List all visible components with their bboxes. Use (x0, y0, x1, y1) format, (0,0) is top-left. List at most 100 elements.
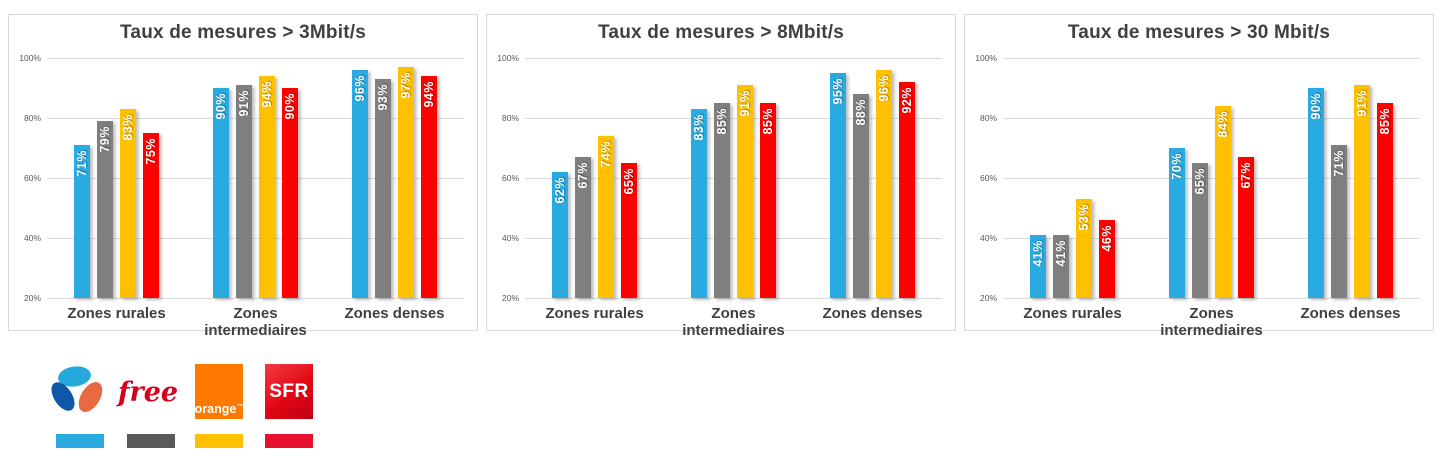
y-axis-tick: 100% (975, 53, 997, 63)
bar-value-label: 79% (98, 126, 112, 153)
gridline (1003, 178, 1420, 179)
gridline (525, 238, 942, 239)
gridline (1003, 118, 1420, 119)
bar-value-label: 83% (121, 114, 135, 141)
bar-group: 62% 67% 74% 65% (525, 58, 664, 298)
trademark-symbol: ™ (237, 403, 244, 410)
orange-logo-text: orange™ (194, 402, 244, 416)
bar-value-label: 93% (376, 84, 390, 111)
bar-value-label: 96% (877, 75, 891, 102)
bar-sfr: 65% (621, 163, 637, 298)
bar-orange: 83% (120, 109, 136, 298)
bar-groups: 71% 79% 83% 75% 90% 91% 94% 90% 96% 93% 97% 94% (47, 58, 464, 298)
bar-sfr: 92% (899, 82, 915, 298)
bar-bouygues: 90% (1308, 88, 1324, 298)
plot-area: 100% 80% 60% 40% 20% 41% 41% 53% 46% 70% 65% 84% 67%… (975, 53, 1420, 303)
y-axis-tick: 20% (501, 293, 519, 303)
y-axis-tick: 40% (23, 233, 41, 243)
gridline (525, 58, 942, 59)
bar-sfr: 67% (1238, 157, 1254, 298)
bar-group: 70% 65% 84% 67% (1142, 58, 1281, 298)
bar-groups: 41% 41% 53% 46% 70% 65% 84% 67% 90% 71% 91% 85% (1003, 58, 1420, 298)
bar-value-label: 94% (260, 81, 274, 108)
charts-row: Taux de mesures > 3Mbit/s 100% 80% 60% 40% 20… (8, 14, 1434, 339)
bar-sfr: 90% (282, 88, 298, 298)
chart-title: Taux de mesures > 30 Mbit/s (1067, 22, 1331, 43)
legend-orange-logo: orange™ (195, 364, 243, 419)
swatch-bouygues (56, 434, 104, 448)
bar-value-label: 91% (1355, 90, 1369, 117)
gridline (525, 298, 942, 299)
bar-bouygues: 62% (552, 172, 568, 298)
bar-value-label: 85% (1378, 108, 1392, 135)
chart-panel-3mbit: Taux de mesures > 3Mbit/s 100% 80% 60% 40% 20… (8, 14, 478, 339)
bar-group: 90% 91% 94% 90% (186, 58, 325, 298)
bar-group: 83% 85% 91% 85% (664, 58, 803, 298)
swatch-orange (195, 434, 243, 448)
bar-group: 71% 79% 83% 75% (47, 58, 186, 298)
y-axis-tick: 20% (23, 293, 41, 303)
bar-group: 90% 71% 91% 85% (1281, 58, 1420, 298)
chart-panel-30mbit: Taux de mesures > 30 Mbit/s 100% 80% 60% 40%… (964, 14, 1434, 339)
gridline (47, 118, 464, 119)
bar-value-label: 85% (715, 108, 729, 135)
operator-legend: free orange™ SFR (50, 363, 340, 453)
bar-value-label: 91% (738, 90, 752, 117)
bar-free: 79% (97, 121, 113, 298)
category-label: Zones intermediaires (204, 305, 307, 339)
category-labels: Zones rurales Zones intermediaires Zones d… (525, 305, 942, 339)
bar-orange: 94% (259, 76, 275, 298)
bar-value-label: 90% (283, 93, 297, 120)
y-axis-tick: 80% (979, 113, 997, 123)
bar-bouygues: 96% (352, 70, 368, 298)
y-axis-tick: 100% (19, 53, 41, 63)
bar-sfr: 46% (1099, 220, 1115, 298)
bar-bouygues: 83% (691, 109, 707, 298)
gridline (47, 58, 464, 59)
bar-value-label: 75% (144, 138, 158, 165)
bar-bouygues: 41% (1030, 235, 1046, 298)
y-axis-tick: 80% (501, 113, 519, 123)
bouygues-petals-icon (51, 366, 103, 412)
bar-value-label: 90% (1309, 93, 1323, 120)
category-labels: Zones rurales Zones intermediaires Zones d… (47, 305, 464, 339)
bar-groups: 62% 67% 74% 65% 83% 85% 91% 85% 95% 88% 96% 92% (525, 58, 942, 298)
bar-orange: 91% (1354, 85, 1370, 298)
bar-value-label: 62% (553, 177, 567, 204)
chart-title: Taux de mesures > 8Mbit/s (598, 22, 844, 43)
bar-value-label: 67% (1239, 162, 1253, 189)
bar-free: 41% (1053, 235, 1069, 298)
bar-orange: 74% (598, 136, 614, 298)
category-label: Zones denses (1300, 305, 1401, 322)
gridline (1003, 238, 1420, 239)
bar-value-label: 67% (576, 162, 590, 189)
chart-title: Taux de mesures > 3Mbit/s (120, 22, 366, 43)
y-axis-tick: 40% (979, 233, 997, 243)
bar-free: 67% (575, 157, 591, 298)
bar-bouygues: 71% (74, 145, 90, 298)
swatch-free (127, 434, 175, 448)
gridline (47, 298, 464, 299)
bar-value-label: 85% (761, 108, 775, 135)
y-axis-tick: 20% (979, 293, 997, 303)
plot-area: 100% 80% 60% 40% 20% 62% 67% 74% 65% 83% 85% 91% 85%… (497, 53, 942, 303)
bar-free: 85% (714, 103, 730, 298)
bar-value-label: 53% (1077, 204, 1091, 231)
bar-group: 41% 41% 53% 46% (1003, 58, 1142, 298)
gridline (47, 178, 464, 179)
bar-free: 65% (1192, 163, 1208, 298)
bar-orange: 97% (398, 67, 414, 298)
bar-value-label: 96% (353, 75, 367, 102)
bar-value-label: 65% (622, 168, 636, 195)
bar-value-label: 74% (599, 141, 613, 168)
bar-value-label: 91% (237, 90, 251, 117)
bar-bouygues: 95% (830, 73, 846, 298)
category-label: Zones denses (344, 305, 445, 322)
bar-bouygues: 70% (1169, 148, 1185, 298)
bar-value-label: 90% (214, 93, 228, 120)
category-labels: Zones rurales Zones intermediaires Zones d… (1003, 305, 1420, 339)
gridline (1003, 298, 1420, 299)
bar-sfr: 75% (143, 133, 159, 298)
y-axis-tick: 60% (23, 173, 41, 183)
y-axis-tick: 100% (497, 53, 519, 63)
